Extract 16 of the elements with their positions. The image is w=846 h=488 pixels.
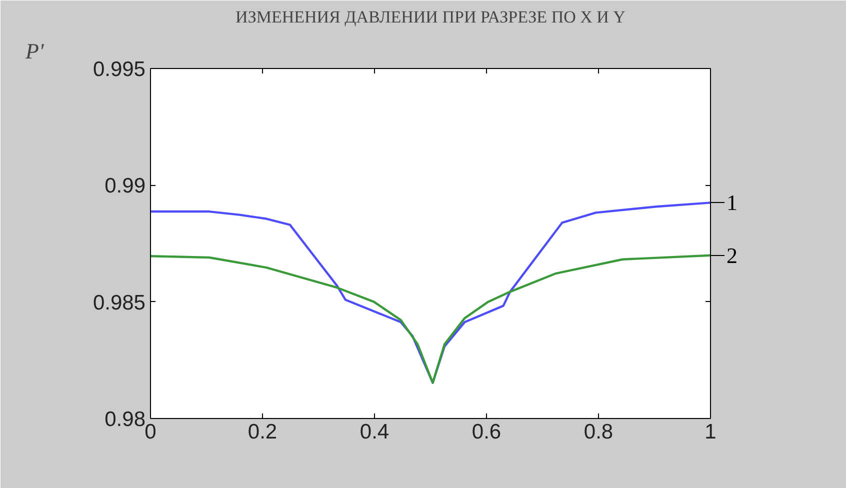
x-tick-label: 1: [704, 420, 716, 444]
y-tick-label: 0.995: [92, 58, 146, 81]
line-series: [150, 202, 710, 384]
x-tick-label: 0.4: [360, 420, 390, 444]
y-axis-title: P': [24, 38, 44, 64]
x-tick-label: 0: [144, 420, 156, 444]
y-tick-label: 0.985: [92, 291, 146, 314]
series-label: 1: [726, 190, 738, 216]
x-tick-label: 0.6: [472, 420, 502, 444]
x-tick-label: 0.2: [248, 420, 278, 444]
line-series: [150, 254, 710, 384]
series-label: 2: [726, 242, 738, 268]
y-tick-label: 0.99: [104, 174, 146, 198]
x-tick-label: 0.8: [584, 420, 614, 444]
y-tick-label: 0.98: [104, 408, 146, 431]
chart-title: ИЗМЕНЕНИЯ ДАВЛЕНИИ ПРИ РАЗРЕЗЕ ПО X И Y: [236, 8, 626, 26]
